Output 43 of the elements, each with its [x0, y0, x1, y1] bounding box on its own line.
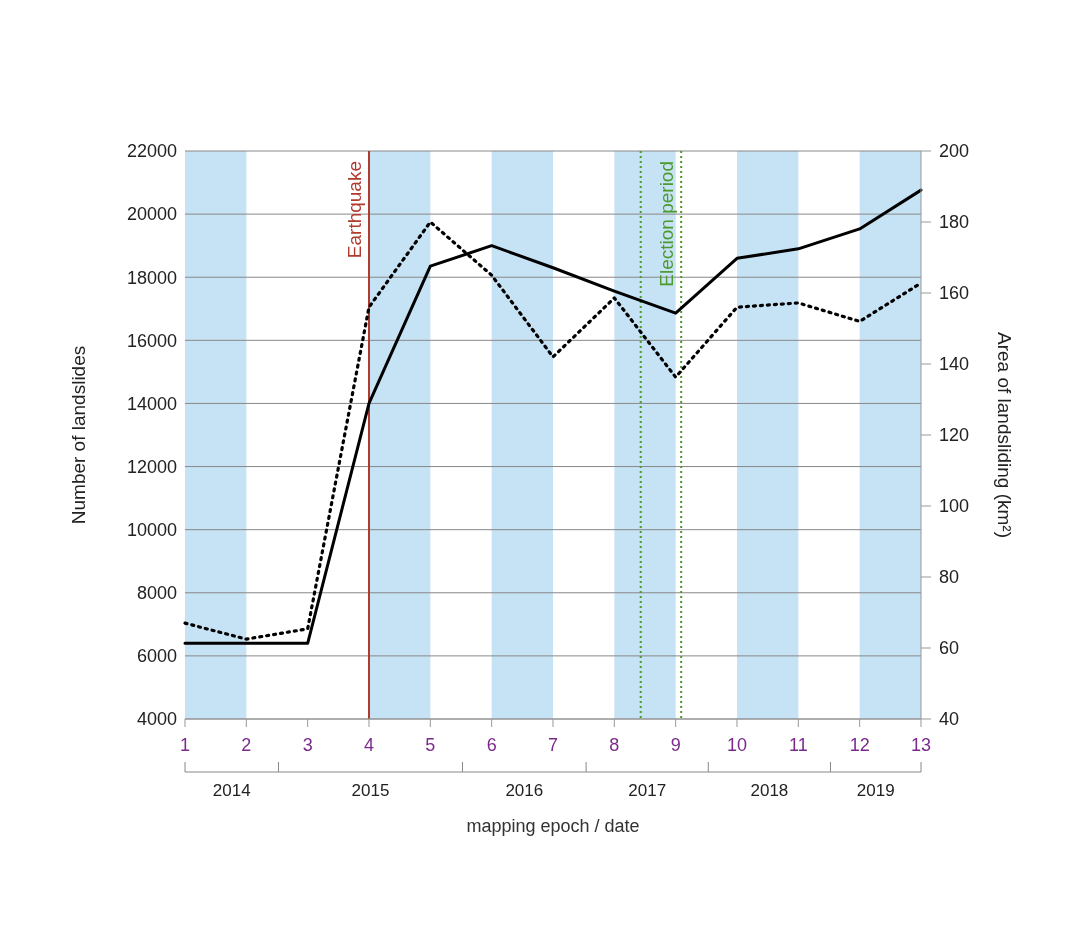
x-axis-title: mapping epoch / date — [466, 816, 640, 836]
y2-tick-label: 200 — [939, 141, 970, 162]
text: 2018 — [750, 781, 789, 800]
y2-tick-label: 180 — [939, 212, 970, 233]
y-tick-label: 4000 — [136, 709, 177, 730]
x-tick-label: 10 — [726, 735, 748, 755]
x-tick-label: 6 — [486, 735, 497, 755]
y2-tick-label: 120 — [939, 425, 970, 446]
text: 2016 — [505, 781, 544, 800]
text: 2014 — [212, 781, 251, 800]
y2-tick-label: 40 — [939, 709, 960, 730]
x-tick-label: 11 — [788, 735, 808, 755]
y-axis-title: Number of landslides — [68, 345, 89, 525]
ref-line-label: Earthquake — [344, 161, 365, 259]
x-tick-label: 7 — [547, 735, 559, 755]
ref-line-label: Election period — [656, 161, 678, 287]
x-tick-label: 12 — [849, 735, 870, 755]
y-tick-label: 12000 — [126, 456, 177, 477]
x-tick-label: 4 — [363, 735, 375, 755]
text: 2019 — [856, 781, 895, 800]
y-tick-label: 10000 — [126, 519, 177, 540]
y-tick-label: 22000 — [126, 141, 177, 162]
x-tick-label: 3 — [302, 735, 313, 755]
x-tick-label: 8 — [609, 735, 620, 755]
x-tick-label: 9 — [670, 735, 681, 755]
y2-tick-label: 140 — [939, 354, 970, 375]
y2-tick-label: 100 — [939, 496, 970, 517]
y2-tick-label: 160 — [939, 283, 970, 304]
y-tick-label: 20000 — [126, 204, 177, 225]
y-tick-label: 6000 — [136, 646, 177, 667]
text: 2017 — [628, 781, 667, 800]
x-tick-label: 5 — [425, 735, 436, 755]
x-tick-label: 2 — [241, 735, 252, 755]
y-tick-label: 16000 — [126, 330, 177, 351]
text: 2015 — [351, 781, 390, 800]
y-tick-label: 8000 — [136, 583, 177, 604]
y-tick-label: 18000 — [126, 267, 177, 288]
y-tick-label: 14000 — [126, 393, 177, 414]
x-tick-label: 13 — [910, 735, 932, 755]
y2-axis-title: Area of landsliding (km²) — [994, 332, 1015, 538]
x-tick-label: 1 — [179, 735, 191, 755]
y2-tick-label: 60 — [939, 638, 960, 659]
y2-tick-label: 80 — [939, 567, 960, 588]
